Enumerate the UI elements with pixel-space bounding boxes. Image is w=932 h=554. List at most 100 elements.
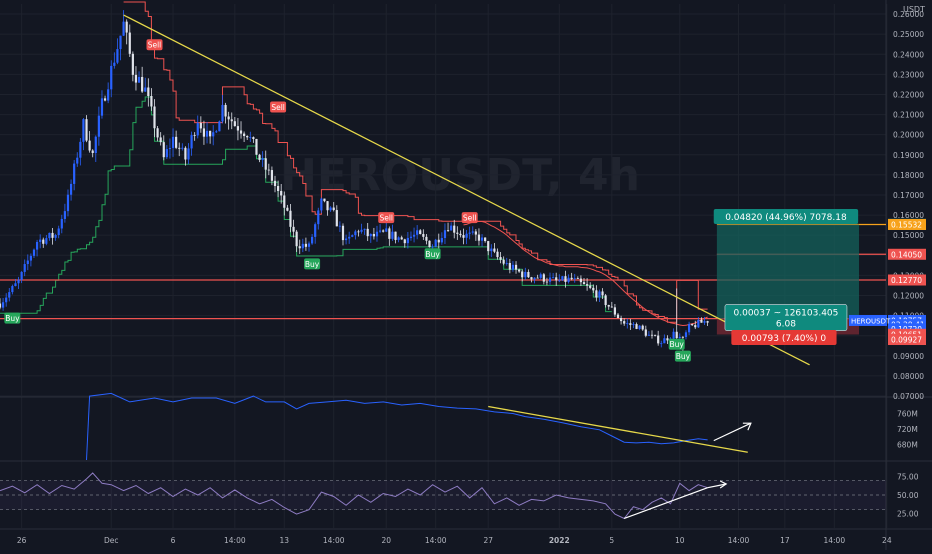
price-tick-label: 0.19000 <box>893 151 924 160</box>
price-tick-label: 0.16000 <box>893 211 924 220</box>
candle-body <box>650 334 654 336</box>
candle-body <box>468 232 471 234</box>
candle-body <box>273 180 277 186</box>
candle-body <box>156 128 159 138</box>
candle-body <box>175 136 178 148</box>
candle-body <box>400 237 403 240</box>
candle-body <box>246 136 249 138</box>
candle-body <box>666 338 669 341</box>
candle-body <box>54 235 57 238</box>
time-tick-label: 14:00 <box>323 536 345 545</box>
candle-body <box>91 150 94 153</box>
candle-body <box>354 231 357 236</box>
candle-body <box>505 262 508 264</box>
price-tick-label: 0.24000 <box>893 50 924 59</box>
candle-body <box>103 98 107 101</box>
candle-body <box>465 233 468 238</box>
candle-body <box>60 218 63 229</box>
buy-signal: Buy <box>668 338 685 350</box>
buy-signal: Buy <box>304 258 321 270</box>
volume-arrow <box>713 422 752 442</box>
buy-signal: Buy <box>424 248 441 260</box>
sell-signal: Sell <box>378 212 395 224</box>
candle-body <box>162 142 165 158</box>
candle-body <box>252 137 255 139</box>
candle-body <box>125 21 128 33</box>
candle-body <box>11 286 14 293</box>
candle-body <box>378 230 382 232</box>
candle-body <box>653 334 657 336</box>
candle-body <box>29 255 32 261</box>
position-target-label: 0.04820 (44.96%) 7078.18 <box>713 209 859 225</box>
price-tick-label: 0.12000 <box>893 291 924 300</box>
candle-body <box>212 132 215 137</box>
candle-body <box>17 279 20 284</box>
volume-arrow-head <box>742 422 752 431</box>
candle-body <box>100 98 104 116</box>
position-target-label-text: 0.04820 (44.96%) 7078.18 <box>725 213 847 223</box>
candle-body <box>496 251 499 258</box>
candle-body <box>48 232 51 239</box>
candle-body <box>446 230 450 232</box>
signal-label: Buy <box>425 250 440 259</box>
candle-body <box>416 230 419 235</box>
candle-body <box>471 231 474 233</box>
candle-body <box>35 241 39 250</box>
candle-body <box>5 297 8 303</box>
candle-body <box>187 148 190 160</box>
candle-body <box>518 269 521 272</box>
candle-body <box>264 158 267 170</box>
signal-label: Buy <box>676 352 691 361</box>
signal-label: Sell <box>271 103 285 112</box>
candle-body <box>499 257 502 260</box>
candle-body <box>341 225 345 241</box>
candle-body <box>394 231 397 240</box>
price-tick-label: 0.15000 <box>893 231 924 240</box>
price-tick-label: 0.26000 <box>893 10 924 19</box>
time-tick-label: 13 <box>280 536 290 545</box>
candle-body <box>508 262 511 270</box>
symbol-watermark: HEROUSDT, 4h <box>280 150 640 201</box>
candle-body <box>32 249 36 256</box>
price-tick-label: 0.21000 <box>893 111 924 120</box>
sell-signal: Sell <box>146 39 163 51</box>
candle-body <box>388 228 391 239</box>
candle-body <box>45 238 48 244</box>
candle-body <box>382 230 385 232</box>
signal-badge <box>270 101 287 113</box>
time-tick-label: 6 <box>171 536 176 545</box>
rsi-tick-label: 75.00 <box>897 473 919 482</box>
candle-body <box>292 226 295 232</box>
time-tick-label: Dec <box>104 536 119 545</box>
candle-body <box>63 211 66 219</box>
signal-label: Sell <box>463 214 477 223</box>
candle-body <box>604 295 607 305</box>
time-tick-label: 27 <box>483 536 493 545</box>
rsi-tick-label: 50.00 <box>897 491 919 500</box>
volume-tick-label: 720M <box>897 425 918 434</box>
time-tick-label: 14:00 <box>823 536 845 545</box>
candle-body <box>307 243 311 247</box>
candle-body <box>632 324 635 325</box>
price-badge: 0.14050 <box>888 248 926 260</box>
candle-body <box>589 285 592 288</box>
time-tick-label: 26 <box>17 536 27 545</box>
time-tick-label: 17 <box>780 536 790 545</box>
candle-body <box>348 236 351 239</box>
candle-body <box>122 21 125 36</box>
candle-body <box>675 331 678 339</box>
buy-signal: Buy <box>4 312 21 324</box>
volume-tick-label: 680M <box>897 441 918 450</box>
candle-body <box>601 291 604 296</box>
time-tick-label: 24 <box>882 536 892 545</box>
long-position-profit-zone <box>716 224 860 319</box>
buy-signal: Buy <box>674 350 691 362</box>
candle-body <box>638 325 641 329</box>
candle-body <box>14 283 17 287</box>
candle-body <box>26 260 29 265</box>
candle-body <box>558 280 561 282</box>
candle-body <box>323 198 326 202</box>
candle-body <box>76 157 79 164</box>
